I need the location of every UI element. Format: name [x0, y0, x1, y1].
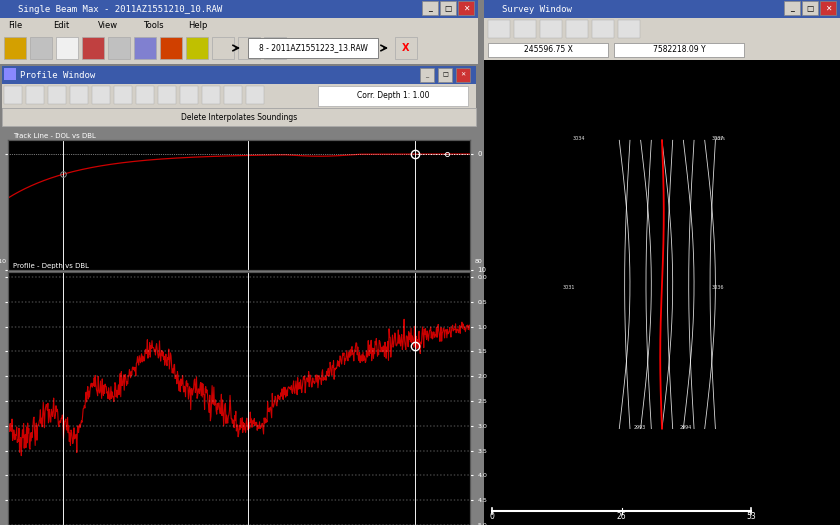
Bar — [566, 20, 588, 38]
Bar — [318, 86, 468, 106]
Text: 7582218.09 Y: 7582218.09 Y — [653, 46, 706, 55]
Bar — [180, 86, 198, 104]
Text: Edit: Edit — [53, 22, 69, 30]
Text: Tools: Tools — [143, 22, 164, 30]
Text: ✕: ✕ — [463, 4, 470, 13]
Bar — [246, 86, 264, 104]
Bar — [4, 68, 16, 80]
Text: □: □ — [806, 4, 814, 13]
Bar — [422, 1, 438, 15]
Bar — [478, 0, 484, 525]
Text: 3034: 3034 — [573, 136, 585, 141]
Bar — [224, 86, 242, 104]
Bar — [134, 37, 156, 59]
Text: 2993: 2993 — [633, 425, 646, 429]
Bar — [114, 86, 132, 104]
Bar — [458, 1, 474, 15]
Bar — [488, 20, 510, 38]
Text: Survey Window: Survey Window — [502, 5, 572, 14]
Text: _: _ — [428, 4, 432, 13]
Bar — [618, 20, 640, 38]
Text: File: File — [8, 22, 22, 30]
Bar — [186, 37, 208, 59]
Text: 8 - 2011AZ1551223_13.RAW: 8 - 2011AZ1551223_13.RAW — [259, 44, 367, 52]
Text: Delete Interpolates Soundings: Delete Interpolates Soundings — [181, 112, 297, 121]
Text: _: _ — [425, 72, 428, 78]
Bar — [484, 0, 840, 18]
Bar — [440, 1, 456, 15]
Bar — [395, 37, 417, 59]
Text: 3036: 3036 — [711, 285, 724, 290]
Text: Profile Window: Profile Window — [20, 70, 95, 79]
Bar — [56, 37, 78, 59]
Bar — [264, 37, 286, 59]
Text: 0: 0 — [490, 512, 495, 521]
Text: Help: Help — [188, 22, 207, 30]
Bar — [784, 1, 800, 15]
Bar — [30, 37, 52, 59]
Bar — [484, 60, 840, 525]
Bar — [82, 37, 104, 59]
Bar — [488, 43, 608, 57]
Text: 80: 80 — [475, 259, 482, 264]
Bar — [26, 86, 44, 104]
Bar — [0, 0, 478, 18]
Text: ✕: ✕ — [825, 4, 832, 13]
Bar — [4, 86, 22, 104]
Bar — [420, 68, 434, 82]
Bar — [2, 108, 476, 126]
Bar — [4, 37, 26, 59]
Text: 3035: 3035 — [711, 138, 725, 141]
Bar — [108, 37, 130, 59]
Bar — [70, 86, 88, 104]
Text: □: □ — [442, 72, 448, 78]
Text: 2994: 2994 — [680, 425, 692, 429]
Bar — [158, 86, 176, 104]
Text: 53: 53 — [746, 512, 756, 521]
Bar — [136, 86, 154, 104]
Bar — [160, 37, 182, 59]
Bar — [456, 68, 470, 82]
Bar — [592, 20, 614, 38]
Text: Track Line - DOL vs DBL: Track Line - DOL vs DBL — [13, 133, 96, 139]
Bar — [2, 84, 476, 108]
Text: View: View — [98, 22, 118, 30]
Text: X: X — [402, 43, 410, 53]
Text: 3037: 3037 — [711, 136, 724, 141]
Text: Corr. Depth 1: 1.00: Corr. Depth 1: 1.00 — [357, 91, 429, 100]
Bar — [484, 40, 840, 60]
Bar — [202, 86, 220, 104]
Bar — [514, 20, 536, 38]
Text: □: □ — [444, 4, 452, 13]
Bar — [48, 86, 66, 104]
Bar — [248, 38, 378, 58]
Bar — [614, 43, 744, 57]
Bar — [820, 1, 836, 15]
Text: _: _ — [790, 4, 794, 13]
Bar — [540, 20, 562, 38]
Bar — [238, 37, 260, 59]
Bar — [212, 37, 234, 59]
Bar — [2, 66, 476, 84]
Text: 245596.75 X: 245596.75 X — [523, 46, 572, 55]
Bar — [92, 86, 110, 104]
Text: Profile - Depth vs DBL: Profile - Depth vs DBL — [13, 264, 89, 269]
Text: -10: -10 — [0, 259, 7, 264]
Bar — [802, 1, 818, 15]
Bar — [484, 18, 840, 40]
Bar — [0, 18, 478, 34]
Text: ✕: ✕ — [460, 72, 465, 78]
Text: Single Beam Max - 2011AZ1551210_10.RAW: Single Beam Max - 2011AZ1551210_10.RAW — [18, 5, 223, 14]
Bar — [0, 34, 478, 64]
Text: 3031: 3031 — [562, 285, 575, 290]
Text: 26: 26 — [617, 512, 627, 521]
Bar — [438, 68, 452, 82]
